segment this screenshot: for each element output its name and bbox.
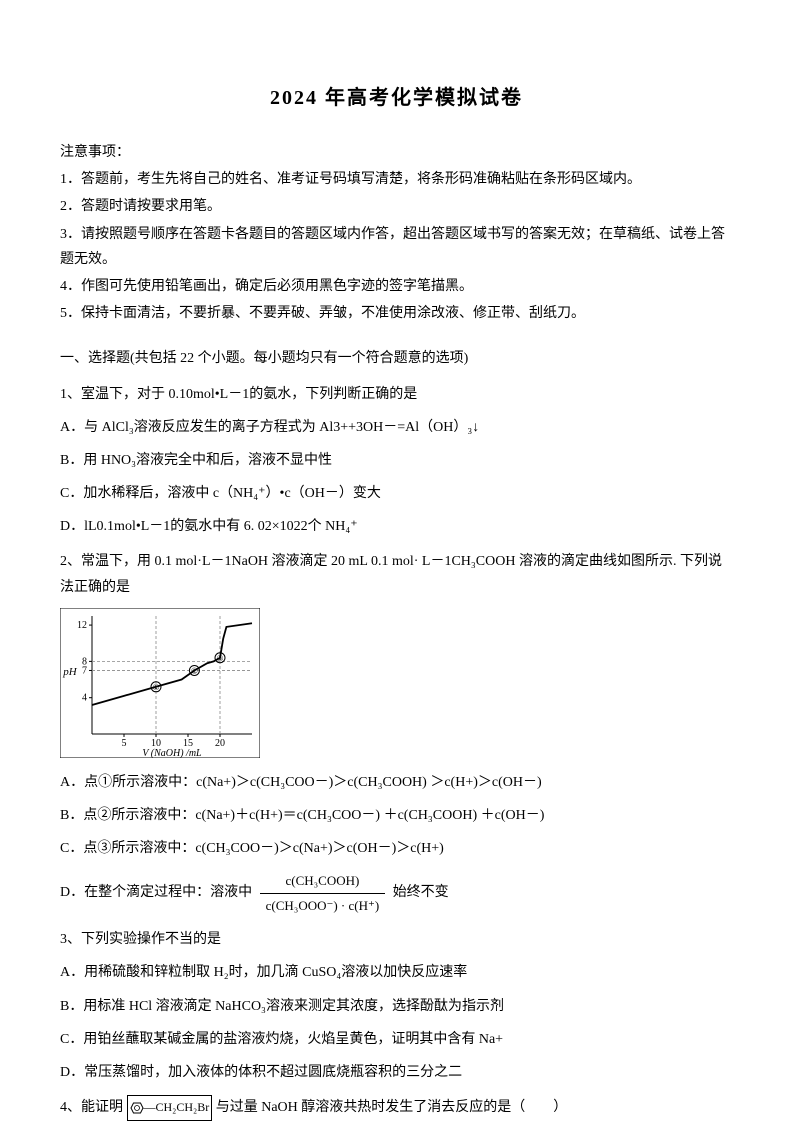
svg-text:③: ③: [216, 654, 223, 663]
svg-text:5: 5: [122, 738, 127, 749]
q2-d-suffix: 始终不变: [393, 885, 449, 900]
fraction-numerator: c(CH₃COOH): [260, 869, 386, 893]
notice-item: 2．答题时请按要求用笔。: [60, 194, 733, 219]
q3-option-b: B．用标准 HCl 溶液滴定 NaHCO₃溶液来测定其浓度，选择酚酞为指示剂: [60, 994, 733, 1019]
notice-heading: 注意事项：: [60, 140, 733, 165]
benzene-icon: [130, 1102, 144, 1114]
q3-option-c: C．用铂丝蘸取某碱金属的盐溶液灼烧，火焰呈黄色，证明其中含有 Na+: [60, 1027, 733, 1052]
svg-text:②: ②: [191, 666, 198, 675]
q4-suffix: 与过量 NaOH 醇溶液共热时发生了消去反应的是（ ）: [216, 1100, 568, 1115]
q2-option-b: B．点②所示溶液中：c(Na+)＋c(H+)＝c(CH₃COO－) ＋c(CH₃…: [60, 803, 733, 828]
question-1: 1、室温下，对于 0.10mol•L－1的氨水，下列判断正确的是 A．与 AlC…: [60, 382, 733, 540]
svg-text:12: 12: [77, 620, 87, 631]
q1-option-c: C．加水稀释后，溶液中 c（NH₄⁺）•c（OH－）变大: [60, 481, 733, 506]
svg-text:4: 4: [82, 693, 87, 704]
q2-option-d: D．在整个滴定过程中：溶液中 c(CH₃COOH) c(CH₃OOO⁻) · c…: [60, 869, 733, 917]
fraction: c(CH₃COOH) c(CH₃OOO⁻) · c(H⁺): [260, 869, 386, 917]
q2-stem: 2、常温下，用 0.1 mol·L－1NaOH 溶液滴定 20 mL 0.1 m…: [60, 549, 733, 599]
notice-list: 1．答题前，考生先将自己的姓名、准考证号码填写清楚，将条形码准确粘贴在条形码区域…: [60, 167, 733, 326]
fraction-denominator: c(CH₃OOO⁻) · c(H⁺): [260, 894, 386, 917]
chart-svg: 478125101520pHV (NaOH) /mL①②③: [60, 608, 260, 758]
svg-text:20: 20: [215, 738, 225, 749]
svg-text:①: ①: [152, 683, 159, 692]
q2-option-a: A．点①所示溶液中：c(Na+)＞c(CH₃COO－)＞c(CH₃COOH) ＞…: [60, 770, 733, 795]
q1-option-d: D．lL0.1mol•L－1的氨水中有 6. 02×1022个 NH₄⁺: [60, 514, 733, 539]
q4-prefix: 4、能证明: [60, 1100, 123, 1115]
page-title: 2024 年高考化学模拟试卷: [60, 80, 733, 116]
svg-text:pH: pH: [62, 666, 78, 678]
svg-text:8: 8: [82, 656, 87, 667]
question-3: 3、下列实验操作不当的是 A．用稀硫酸和锌粒制取 H₂时，加几滴 CuSO₄溶液…: [60, 927, 733, 1085]
notice-item: 3．请按照题号顺序在答题卡各题目的答题区域内作答，超出答题区域书写的答案无效；在…: [60, 222, 733, 272]
molecule-box: —CH₂CH₂Br: [127, 1095, 213, 1121]
question-4: 4、能证明 —CH₂CH₂Br 与过量 NaOH 醇溶液共热时发生了消去反应的是…: [60, 1095, 733, 1121]
q2-d-prefix: D．在整个滴定过程中：溶液中: [60, 885, 252, 900]
notice-item: 1．答题前，考生先将自己的姓名、准考证号码填写清楚，将条形码准确粘贴在条形码区域…: [60, 167, 733, 192]
question-2: 2、常温下，用 0.1 mol·L－1NaOH 溶液滴定 20 mL 0.1 m…: [60, 549, 733, 917]
section-heading: 一、选择题(共包括 22 个小题。每小题均只有一个符合题意的选项): [60, 346, 733, 371]
notice-item: 4．作图可先使用铅笔画出，确定后必须用黑色字迹的签字笔描黑。: [60, 274, 733, 299]
q2-option-c: C．点③所示溶液中：c(CH₃COO－)＞c(Na+)＞c(OH－)＞c(H+): [60, 836, 733, 861]
molecule-text: —CH₂CH₂Br: [144, 1100, 210, 1114]
titration-chart: 478125101520pHV (NaOH) /mL①②③: [60, 608, 260, 758]
svg-text:V (NaOH) /mL: V (NaOH) /mL: [142, 748, 202, 758]
q3-option-d: D．常压蒸馏时，加入液体的体积不超过圆底烧瓶容积的三分之二: [60, 1060, 733, 1085]
notice-item: 5．保持卡面清洁，不要折暴、不要弄破、弄皱，不准使用涂改液、修正带、刮纸刀。: [60, 301, 733, 326]
q1-stem: 1、室温下，对于 0.10mol•L－1的氨水，下列判断正确的是: [60, 382, 733, 407]
q3-stem: 3、下列实验操作不当的是: [60, 927, 733, 952]
q4-stem: 4、能证明 —CH₂CH₂Br 与过量 NaOH 醇溶液共热时发生了消去反应的是…: [60, 1095, 733, 1121]
q3-option-a: A．用稀硫酸和锌粒制取 H₂时，加几滴 CuSO₄溶液以加快反应速率: [60, 960, 733, 985]
q1-option-b: B．用 HNO₃溶液完全中和后，溶液不显中性: [60, 448, 733, 473]
q1-option-a: A．与 AlCl₃溶液反应发生的离子方程式为 Al3++3OH－=Al（OH）₃…: [60, 415, 733, 440]
